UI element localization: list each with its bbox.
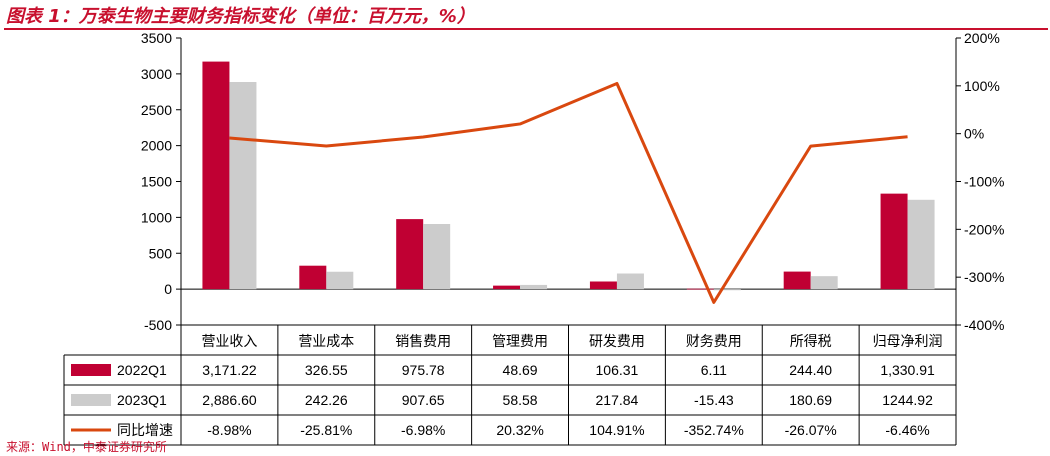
data-label: 217.84 — [596, 392, 639, 408]
data-label: 975.78 — [402, 362, 445, 378]
bar-2022q1-4 — [493, 285, 521, 290]
y-left-tick-label: 1000 — [141, 209, 172, 225]
data-label: 106.31 — [596, 362, 639, 378]
y-right-tick-label: -300% — [964, 269, 1004, 285]
data-label: 180.69 — [789, 392, 832, 408]
category-label: 归母净利润 — [873, 333, 943, 349]
bar-2023q1-3 — [423, 224, 451, 290]
bar-2022q1-2 — [299, 265, 327, 290]
bar-2023q1-7 — [810, 276, 838, 290]
source-note: 来源：Wind，中泰证券研究所 — [6, 440, 167, 454]
data-label: 6.11 — [701, 362, 727, 378]
category-label: 营业收入 — [201, 333, 257, 349]
y-right-tick-label: 100% — [964, 78, 1000, 94]
category-label: 财务费用 — [686, 333, 742, 349]
y-right-tick-label: -100% — [964, 174, 1004, 190]
data-label: 242.26 — [305, 392, 348, 408]
y-right-tick-label: -200% — [964, 221, 1004, 237]
bar-2023q1-4 — [520, 284, 548, 290]
bar-2022q1-8 — [880, 193, 908, 290]
growth-rate-line — [229, 81, 908, 304]
bar-2022q1-7 — [783, 271, 811, 290]
legend-label-2022q1: 2022Q1 — [117, 362, 167, 378]
bar-2022q1-6 — [686, 288, 714, 290]
legend-key-2023q1 — [71, 394, 111, 406]
data-label: 2,886.60 — [202, 392, 257, 408]
bar-2022q1-1 — [202, 61, 230, 290]
y-left-tick-label: 3500 — [141, 30, 172, 46]
bar-2023q1-2 — [326, 271, 354, 290]
bar-2023q1-8 — [907, 199, 935, 290]
data-label: 1244.92 — [882, 392, 933, 408]
category-label: 所得税 — [790, 333, 832, 349]
data-label: 104.91% — [589, 422, 644, 438]
legend-key-2022q1 — [71, 364, 111, 376]
data-label: 1,330.91 — [880, 362, 935, 378]
data-label: -15.43 — [694, 392, 734, 408]
title-divider — [4, 28, 1048, 30]
data-label: 58.58 — [503, 392, 538, 408]
data-label: -25.81% — [300, 422, 352, 438]
bar-2023q1-1 — [229, 82, 257, 290]
y-left-tick-label: 500 — [149, 245, 173, 261]
bar-2022q1-5 — [589, 281, 617, 290]
data-label: -352.74% — [684, 422, 744, 438]
data-label: -6.46% — [885, 422, 929, 438]
y-left-tick-label: 1500 — [141, 174, 172, 190]
legend-label-2023q1: 2023Q1 — [117, 392, 167, 408]
data-label: -8.98% — [207, 422, 251, 438]
y-left-tick-label: 2000 — [141, 138, 172, 154]
y-right-tick-label: 0% — [964, 126, 984, 142]
data-label: -6.98% — [401, 422, 445, 438]
data-label: 3,171.22 — [202, 362, 257, 378]
data-label: 326.55 — [305, 362, 348, 378]
data-label: 907.65 — [402, 392, 445, 408]
data-label: 48.69 — [503, 362, 538, 378]
category-label: 销售费用 — [395, 333, 451, 349]
chart-title: 图表 1：万泰生物主要财务指标变化（单位：百万元，%） — [6, 6, 475, 27]
y-left-tick-label: -500 — [144, 317, 172, 333]
category-label: 管理费用 — [492, 333, 548, 349]
category-label: 研发费用 — [589, 333, 645, 349]
data-label: 20.32% — [496, 422, 543, 438]
bar-2022q1-3 — [396, 219, 424, 290]
y-left-tick-label: 2500 — [141, 102, 172, 118]
y-left-tick-label: 0 — [164, 281, 172, 297]
data-label: -26.07% — [785, 422, 837, 438]
y-right-tick-label: 200% — [964, 30, 1000, 46]
bar-2023q1-5 — [616, 273, 644, 290]
category-label: 营业成本 — [298, 333, 354, 349]
y-right-tick-label: -400% — [964, 317, 1004, 333]
legend-label-growth: 同比增速 — [117, 422, 173, 438]
data-label: 244.40 — [789, 362, 832, 378]
y-left-tick-label: 3000 — [141, 66, 172, 82]
bar-2023q1-6 — [713, 289, 741, 291]
